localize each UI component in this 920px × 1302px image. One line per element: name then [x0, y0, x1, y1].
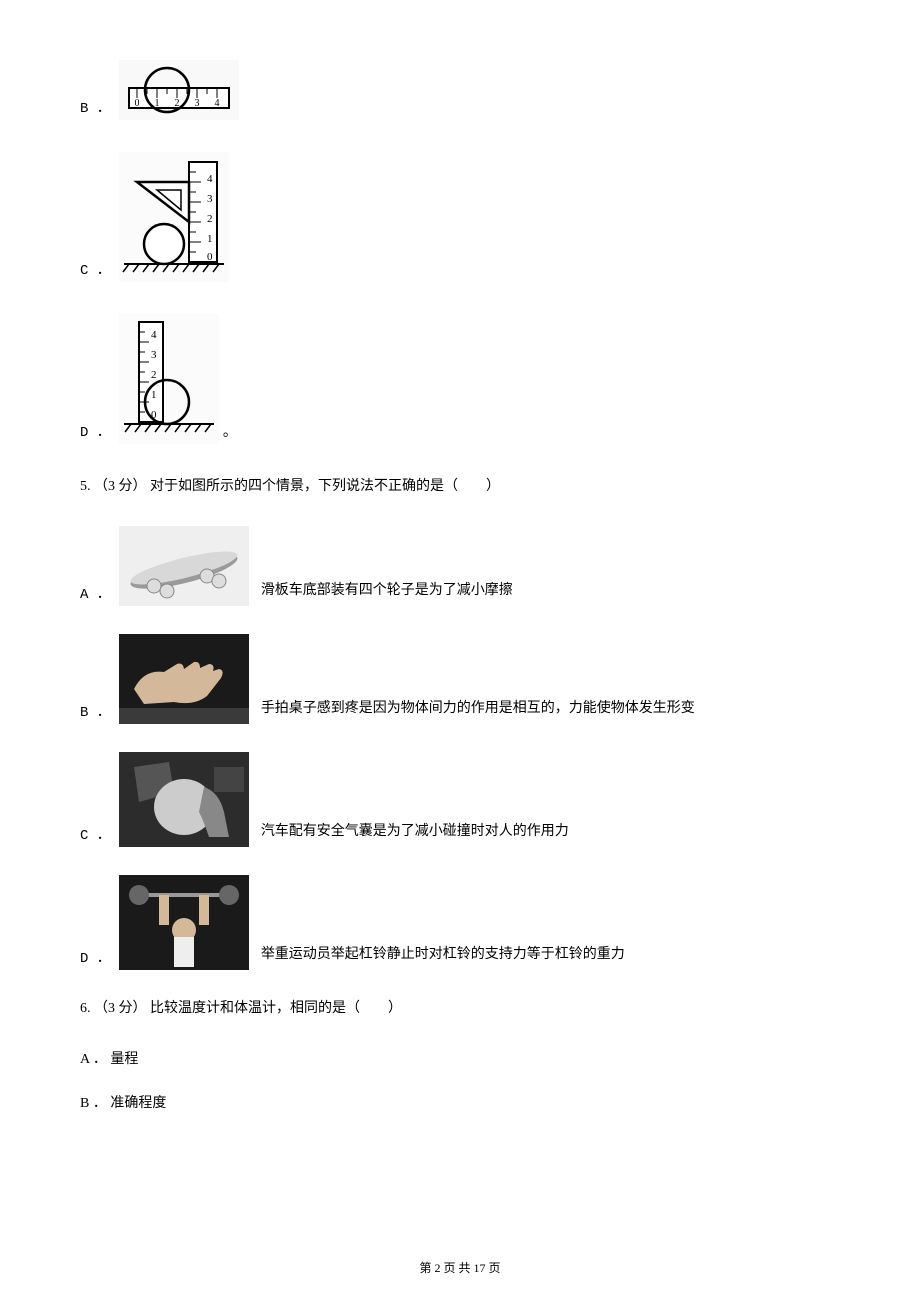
trailing-punct: 。 — [223, 422, 237, 444]
q5-number: 5. — [80, 479, 91, 494]
q6-points: （3 分） — [94, 1001, 147, 1016]
option-text: 量程 — [110, 1052, 138, 1067]
svg-text:0: 0 — [207, 251, 213, 263]
option-label: C ． — [80, 825, 111, 847]
svg-text:3: 3 — [194, 98, 199, 109]
page-footer: 第 2 页 共 17 页 — [0, 1259, 920, 1278]
q6-option-a: A ． 量程 — [80, 1049, 840, 1071]
option-label: A ． — [80, 1052, 107, 1067]
q4-option-b: B ． 0 1 2 3 4 — [80, 60, 840, 120]
airbag-image — [119, 752, 249, 847]
svg-text:4: 4 — [214, 98, 219, 109]
triangle-ruler-ball-image: 4 3 2 1 0 — [119, 152, 229, 282]
option-text: 手拍桌子感到疼是因为物体间力的作用是相互的，力能使物体发生形变 — [261, 698, 695, 724]
q5-text: 对于如图所示的四个情景，下列说法不正确的是（ ） — [150, 479, 500, 494]
option-label: D ． — [80, 948, 111, 970]
svg-text:0: 0 — [134, 98, 139, 109]
hand-slap-image — [119, 634, 249, 724]
svg-text:4: 4 — [151, 329, 157, 341]
weightlifter-image — [119, 875, 249, 970]
q4-option-d: D ． 4 3 2 1 0 — [80, 314, 840, 444]
q6-text: 比较温度计和体温计，相同的是（ ） — [150, 1001, 402, 1016]
option-text: 汽车配有安全气囊是为了减小碰撞时对人的作用力 — [261, 821, 569, 847]
question-6: 6. （3 分） 比较温度计和体温计，相同的是（ ） — [80, 998, 840, 1020]
option-label: B ． — [80, 702, 111, 724]
page-number: 第 2 页 共 17 页 — [419, 1261, 500, 1275]
option-label: A ． — [80, 584, 111, 606]
svg-text:3: 3 — [207, 193, 213, 205]
option-label: C ． — [80, 260, 111, 282]
svg-text:1: 1 — [207, 233, 213, 245]
svg-text:3: 3 — [151, 349, 157, 361]
question-5: 5. （3 分） 对于如图所示的四个情景，下列说法不正确的是（ ） — [80, 476, 840, 498]
option-label: D ． — [80, 422, 111, 444]
q4-option-c: C ． 4 3 2 1 0 — [80, 152, 840, 282]
option-text: 滑板车底部装有四个轮子是为了减小摩擦 — [261, 580, 513, 606]
q6-option-b: B ． 准确程度 — [80, 1093, 840, 1115]
option-text: 举重运动员举起杠铃静止时对杠铃的支持力等于杠铃的重力 — [261, 944, 625, 970]
q5-option-d: D ． 举重运动员举起杠铃静止时对杠铃的支持力等于杠铃的重力 — [80, 875, 840, 970]
option-text: 准确程度 — [110, 1096, 166, 1111]
vertical-ruler-ball-image: 4 3 2 1 0 — [119, 314, 219, 444]
svg-text:2: 2 — [151, 369, 157, 381]
q5-points: （3 分） — [94, 479, 147, 494]
svg-text:2: 2 — [207, 213, 213, 225]
q5-option-c: C ． 汽车配有安全气囊是为了减小碰撞时对人的作用力 — [80, 752, 840, 847]
option-label: B ． — [80, 1096, 107, 1111]
q5-option-a: A ． 滑板车底部装有四个轮子是为了减小摩擦 — [80, 526, 840, 606]
option-label: B ． — [80, 98, 111, 120]
q5-option-b: B ． 手拍桌子感到疼是因为物体间力的作用是相互的，力能使物体发生形变 — [80, 634, 840, 724]
q6-number: 6. — [80, 1001, 91, 1016]
skateboard-image — [119, 526, 249, 606]
svg-text:4: 4 — [207, 173, 213, 185]
svg-text:1: 1 — [151, 389, 157, 401]
ruler-magnifier-image: 0 1 2 3 4 — [119, 60, 239, 120]
